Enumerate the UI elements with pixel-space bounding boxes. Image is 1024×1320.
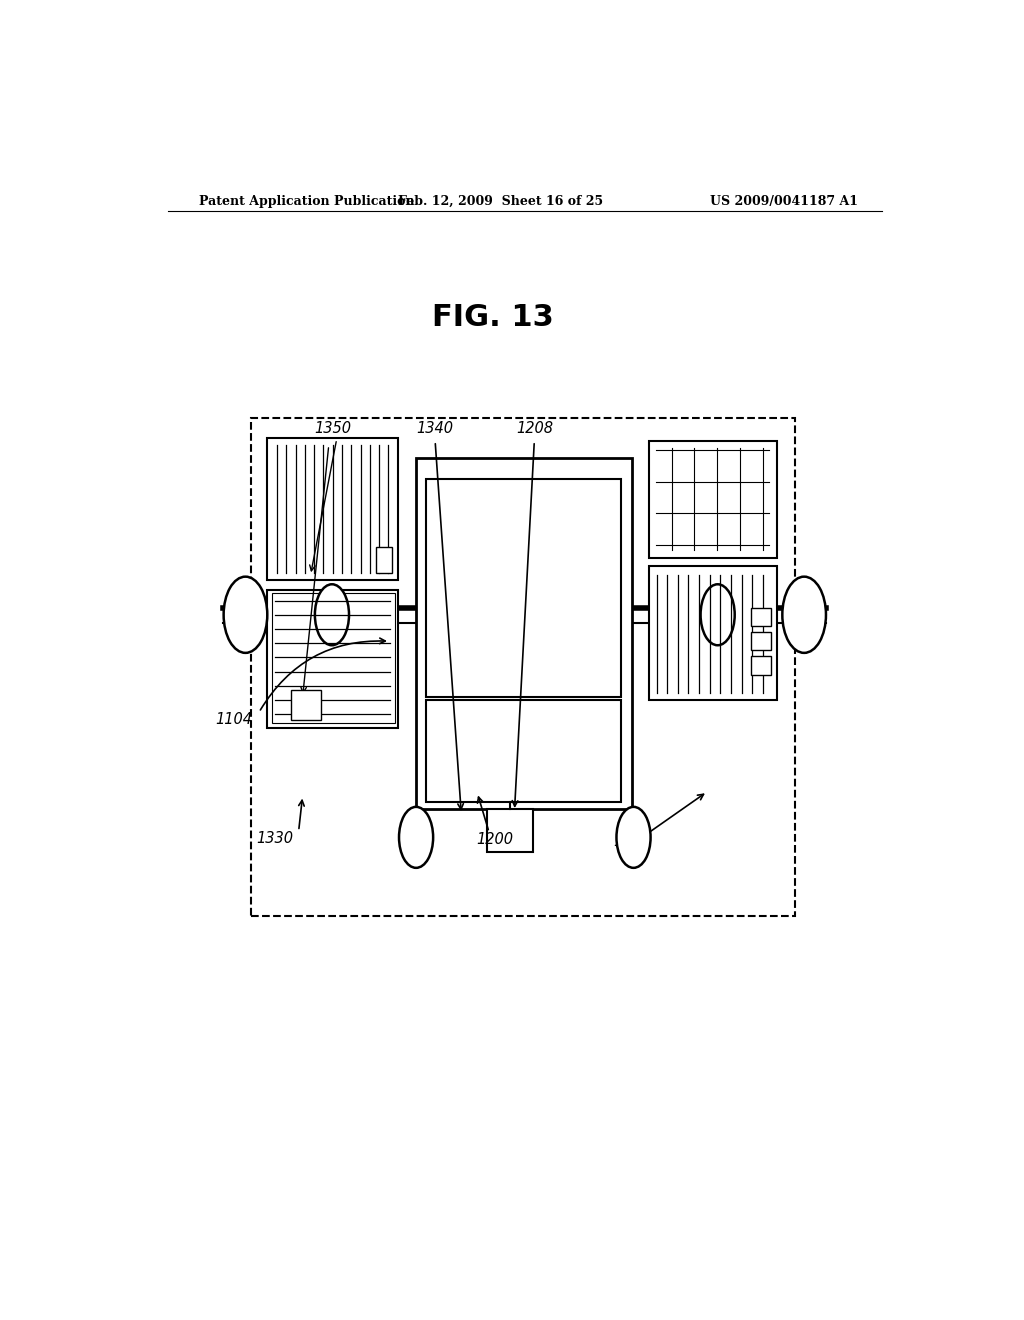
Bar	[291, 690, 321, 721]
Bar	[416, 458, 632, 809]
Text: 1330: 1330	[256, 830, 293, 846]
Bar	[267, 590, 397, 727]
Text: 1200: 1200	[476, 832, 513, 847]
Text: 1340: 1340	[417, 421, 454, 437]
Bar	[272, 594, 394, 722]
Ellipse shape	[223, 577, 267, 653]
Bar	[751, 656, 771, 675]
Bar	[648, 566, 777, 700]
Ellipse shape	[399, 807, 433, 867]
Bar	[751, 607, 771, 626]
Bar	[426, 479, 621, 697]
Bar	[251, 417, 795, 916]
Text: Patent Application Publication: Patent Application Publication	[200, 194, 415, 207]
Text: FIG. 13: FIG. 13	[432, 304, 554, 333]
Ellipse shape	[315, 585, 349, 645]
Text: Feb. 12, 2009  Sheet 16 of 25: Feb. 12, 2009 Sheet 16 of 25	[398, 194, 603, 207]
Text: US 2009/0041187 A1: US 2009/0041187 A1	[710, 194, 858, 207]
Bar	[751, 632, 771, 651]
Ellipse shape	[616, 807, 650, 867]
Bar	[267, 438, 397, 581]
Bar	[377, 546, 392, 573]
Text: 1320: 1320	[613, 834, 650, 849]
Bar	[426, 700, 621, 801]
Bar	[648, 441, 777, 558]
Text: 1350: 1350	[314, 421, 351, 437]
Text: 1208: 1208	[517, 421, 554, 437]
Bar	[486, 809, 532, 851]
Ellipse shape	[700, 585, 734, 645]
Text: 1104: 1104	[215, 711, 252, 727]
Ellipse shape	[782, 577, 826, 653]
